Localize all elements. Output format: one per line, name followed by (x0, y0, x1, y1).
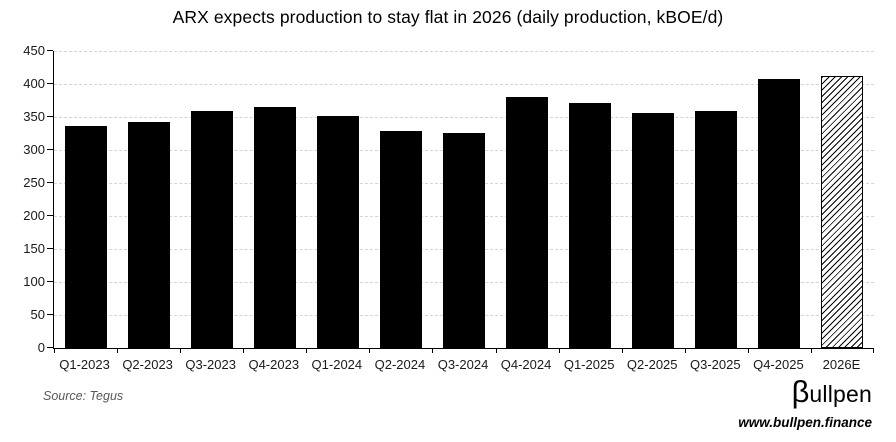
bar-Q4-2023 (253, 107, 296, 348)
bar-Q1-2024 (316, 116, 359, 348)
x-tick-4 (306, 348, 308, 353)
logo-text: ullpen (809, 381, 872, 407)
bar-Q2-2025 (632, 113, 675, 348)
gridline-350 (54, 117, 874, 118)
y-tick-label-250: 250 (23, 175, 45, 190)
y-tick-450 (47, 50, 53, 52)
bar-Q1-2023 (64, 125, 107, 348)
plot-area (47, 50, 874, 353)
bar-Q1-2025 (569, 103, 612, 348)
y-tick-50 (47, 314, 53, 316)
y-tick-label-450: 450 (23, 43, 45, 58)
bullpen-logo: βullpen (738, 374, 872, 413)
chart-title: ARX expects production to stay flat in 2… (172, 7, 724, 27)
y-tick-300 (47, 149, 53, 151)
x-label-Q4-2025: Q4-2025 (753, 357, 804, 372)
bar-Q3-2025 (695, 111, 738, 348)
y-axis-labels: 450 400 350 300 250 200 150 100 50 0 (0, 43, 45, 355)
x-tick-12 (810, 348, 812, 353)
x-label-Q1-2024: Q1-2024 (311, 357, 363, 372)
x-tick-1 (117, 348, 119, 353)
bar-Q3-2023 (190, 111, 233, 348)
x-tick-3 (243, 348, 245, 353)
x-label-2026E: 2026E (822, 357, 861, 372)
x-label-Q4-2023: Q4-2023 (248, 357, 300, 372)
x-tick-13 (872, 348, 874, 353)
x-tick-5 (369, 348, 371, 353)
x-label-Q1-2023: Q1-2023 (59, 357, 110, 372)
y-tick-250 (47, 182, 53, 184)
y-tick-100 (47, 281, 53, 283)
x-tick-6 (432, 348, 434, 353)
y-tick-label-100: 100 (23, 274, 45, 289)
y-tick-0 (47, 347, 53, 349)
y-tick-150 (47, 248, 53, 250)
y-tick-200 (47, 215, 53, 217)
y-tick-label-400: 400 (23, 76, 45, 91)
brand-url: www.bullpen.finance (738, 415, 872, 430)
x-tick-10 (684, 348, 686, 353)
x-tick-11 (747, 348, 749, 353)
x-label-Q2-2023: Q2-2023 (122, 357, 173, 372)
gridline-400 (54, 84, 874, 85)
bar-Q3-2024 (443, 132, 485, 348)
x-label-Q3-2024: Q3-2024 (437, 357, 489, 372)
x-label-Q2-2025: Q2-2025 (626, 357, 678, 372)
source-note: Source: Tegus (43, 389, 124, 403)
bar-Q2-2024 (379, 130, 422, 348)
x-label-Q2-2024: Q2-2024 (374, 357, 426, 372)
x-label-Q3-2025: Q3-2025 (690, 357, 741, 372)
bar-Q2-2023 (127, 122, 170, 348)
y-tick-400 (47, 83, 53, 85)
x-label-Q3-2023: Q3-2023 (185, 357, 236, 372)
x-tick-9 (621, 348, 623, 353)
x-axis-labels: Q1-2023 Q2-2023 Q3-2023 Q4-2023 Q1-2024 Q2-20… (53, 357, 873, 375)
y-tick-label-200: 200 (23, 208, 45, 223)
x-tick-2 (180, 348, 182, 353)
y-tick-label-350: 350 (23, 109, 45, 124)
bar-Q4-2025 (758, 79, 801, 348)
x-tick-8 (558, 348, 560, 353)
y-tick-label-50: 50 (30, 307, 45, 322)
bar-Q4-2024 (506, 96, 549, 348)
bar-2026E (821, 76, 864, 348)
x-tick-0 (54, 348, 55, 353)
brand-block: βullpen www.bullpen.finance (738, 374, 872, 430)
x-label-Q4-2024: Q4-2024 (500, 357, 552, 372)
gridline-450 (54, 51, 874, 52)
y-tick-label-0: 0 (37, 340, 45, 355)
y-tick-label-150: 150 (23, 241, 45, 256)
x-label-Q1-2025: Q1-2025 (563, 357, 615, 372)
y-tick-label-300: 300 (23, 142, 45, 157)
beta-glyph: β (791, 374, 810, 409)
x-tick-7 (495, 348, 497, 353)
y-tick-350 (47, 116, 53, 118)
